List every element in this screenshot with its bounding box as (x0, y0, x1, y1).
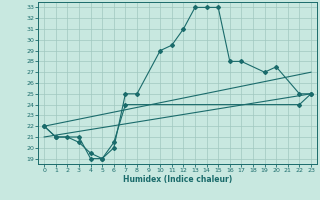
X-axis label: Humidex (Indice chaleur): Humidex (Indice chaleur) (123, 175, 232, 184)
